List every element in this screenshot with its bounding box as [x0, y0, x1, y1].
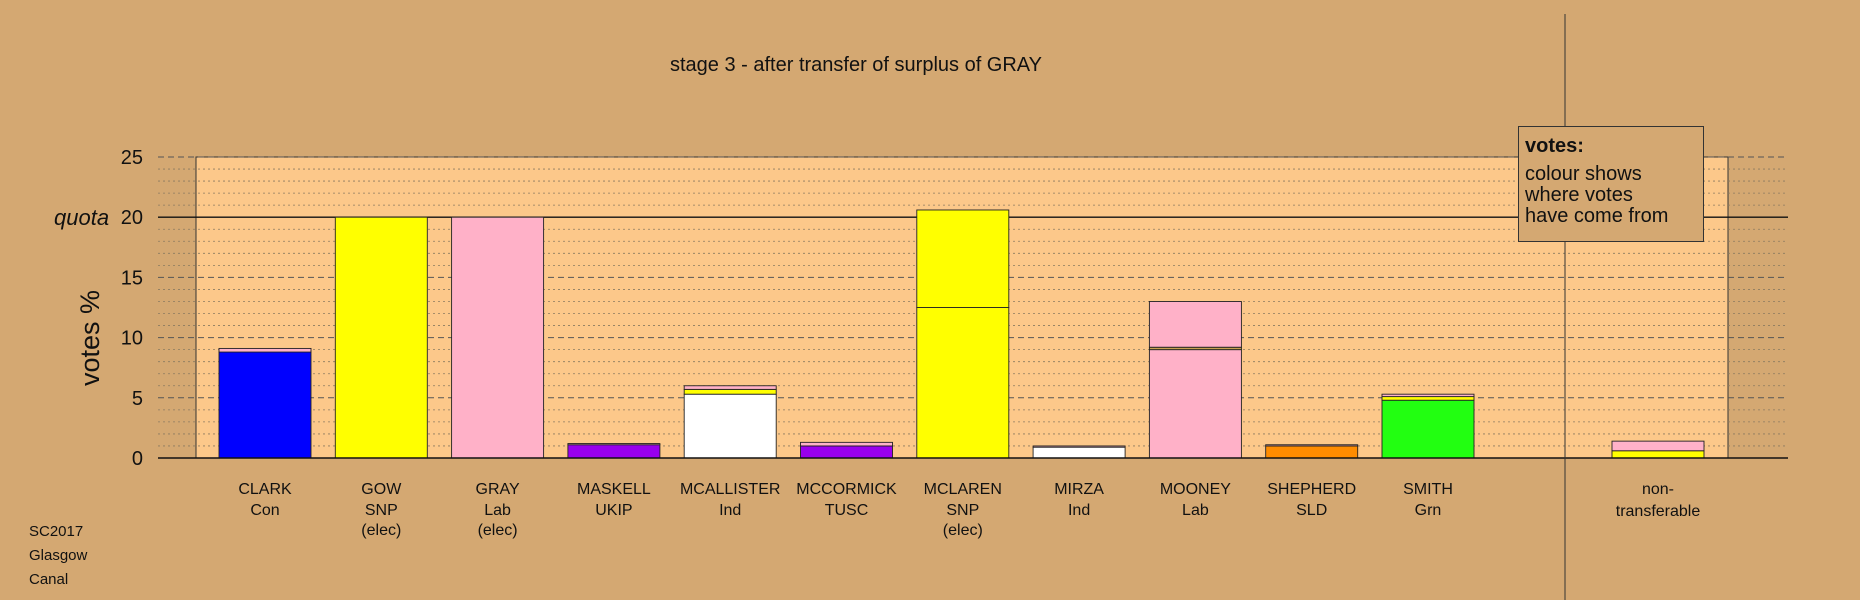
category-labels: CLARK Con GOW SNP (elec) GRAY Lab (elec) MASKELL… [238, 481, 1700, 539]
candidate-note-label: (elec) [361, 522, 401, 539]
candidate-name-label: GRAY [476, 481, 520, 498]
bar-segment-non-transferable [1611, 450, 1705, 459]
candidate-name-label: MCALLISTER [680, 481, 780, 498]
footer-source: SC2017 Glasgow Canal [29, 520, 87, 592]
bar-segment-mclaren [916, 209, 1010, 308]
footer-line: Canal [29, 571, 69, 588]
y-tick-label: 25 [121, 147, 143, 169]
bar-segment-smith [1381, 399, 1475, 459]
candidate-party-label: Lab [1182, 502, 1209, 519]
legend-text: colour shows where votes have come from [1525, 163, 1669, 227]
y-tick-label: 0 [132, 448, 143, 470]
non-transferable-label: non- [1642, 481, 1674, 498]
y-tick-label: 5 [132, 388, 143, 410]
bar-segment-smith [1381, 393, 1475, 398]
candidate-party-label: Ind [1068, 502, 1090, 519]
candidate-party-label: Ind [719, 502, 741, 519]
candidate-name-label: SMITH [1403, 481, 1453, 498]
candidate-party-label: SNP [365, 502, 398, 519]
non-transferable-label: transferable [1616, 503, 1701, 520]
bar-segment-clark [218, 347, 312, 353]
bar-segment-shepherd [1265, 444, 1359, 447]
bar-segment-mcallister [683, 393, 777, 459]
bar-segment-mcallister [683, 388, 777, 395]
y-tick-label: 15 [121, 267, 143, 289]
bar-segment-mooney [1148, 349, 1242, 459]
candidate-note-label: (elec) [478, 522, 518, 539]
candidate-note-label: (elec) [943, 522, 983, 539]
candidate-party-label: Grn [1415, 502, 1442, 519]
candidate-party-label: Con [250, 502, 279, 519]
bar-segment-non-transferable [1611, 440, 1705, 452]
bar-segment-mirza [1032, 446, 1126, 459]
candidate-party-label: TUSC [825, 502, 869, 519]
candidate-name-label: MASKELL [577, 481, 651, 498]
candidate-name-label: MCCORMICK [796, 481, 897, 498]
footer-line: Glasgow [29, 547, 88, 564]
bar-segment-mirza [1032, 445, 1126, 448]
candidate-name-label: GOW [361, 481, 402, 498]
candidate-name-label: SHEPHERD [1267, 481, 1356, 498]
candidate-party-label: Lab [484, 502, 511, 519]
chart-title: stage 3 - after transfer of surplus of G… [670, 54, 1042, 76]
bar-segment-smith [1381, 396, 1475, 401]
bar-segment-gow [334, 216, 428, 459]
candidate-party-label: UKIP [595, 502, 632, 519]
bar-segment-gray [451, 216, 545, 459]
footer-line: SC2017 [29, 523, 84, 540]
bar-segment-shepherd [1265, 445, 1359, 459]
bar-segment-maskell [567, 443, 661, 446]
axes: 0 5 10 15 20 25 quota [54, 14, 1788, 600]
candidate-party-label: SLD [1296, 502, 1327, 519]
bar-segment-mccormick [800, 441, 893, 447]
bar-segment-mcallister [683, 385, 777, 390]
y-axis-label: votes % [75, 290, 105, 386]
quota-label: quota [54, 205, 109, 230]
bars [218, 209, 1705, 459]
bar-segment-mclaren [916, 307, 1010, 459]
candidate-name-label: MCLAREN [924, 481, 1002, 498]
candidate-name-label: MOONEY [1160, 481, 1231, 498]
candidate-name-label: CLARK [238, 481, 292, 498]
y-tick-label: 20 [121, 207, 143, 229]
bar-segment-maskell [567, 444, 661, 459]
candidate-party-label: SNP [946, 502, 979, 519]
bar-segment-mccormick [800, 445, 893, 459]
legend-box: votes: colour shows where votes have com… [1518, 126, 1704, 242]
bar-segment-mooney [1148, 301, 1242, 348]
y-tick-label: 10 [121, 328, 143, 350]
bar-segment-clark [218, 351, 312, 459]
candidate-name-label: MIRZA [1054, 481, 1104, 498]
legend-title: votes: [1525, 135, 1584, 157]
